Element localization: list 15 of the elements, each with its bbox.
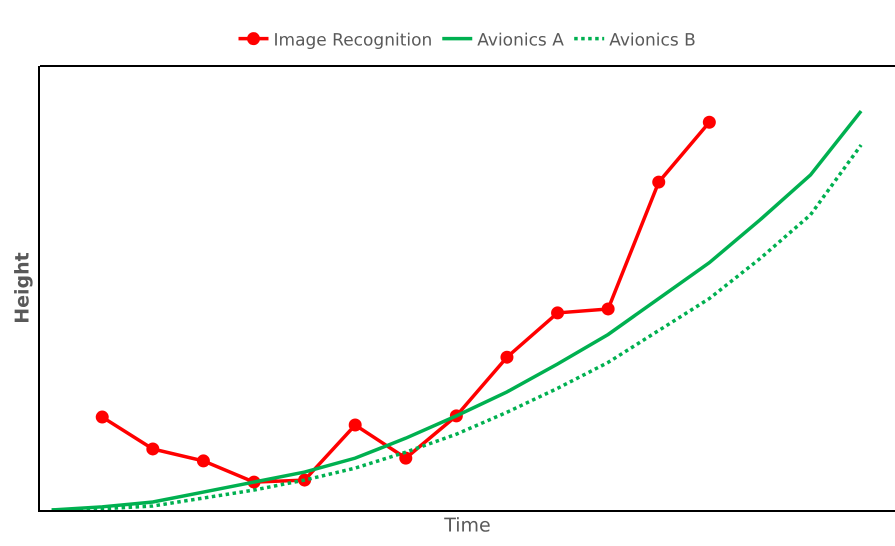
point — [652, 176, 666, 189]
point — [196, 454, 210, 468]
point — [500, 350, 514, 364]
legend-label: Image Recognition — [274, 30, 432, 50]
point — [96, 410, 109, 424]
point — [399, 452, 412, 465]
point — [702, 116, 716, 129]
x-axis-title: Time — [443, 514, 491, 537]
y-axis-title: Height — [11, 252, 34, 324]
legend-label: Avionics A — [477, 30, 564, 50]
point — [146, 442, 160, 456]
point — [551, 306, 564, 320]
point — [602, 302, 615, 316]
point — [348, 418, 362, 432]
legend-label: Avionics B — [609, 30, 696, 50]
